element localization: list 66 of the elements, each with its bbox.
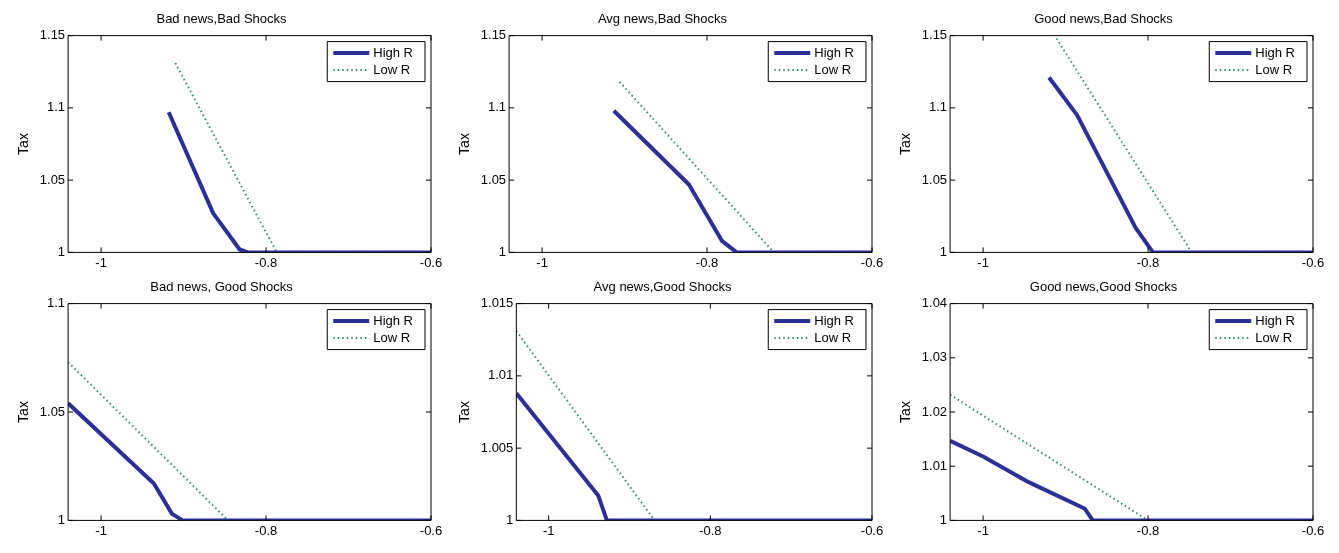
chart-title: Avg news,Good Shocks xyxy=(593,279,732,295)
x-tick-label: -0.6 xyxy=(419,254,443,270)
y-axis-title: Tax xyxy=(15,401,32,423)
x-tick-label: -1 xyxy=(977,254,989,270)
y-tick-label: 1 xyxy=(57,243,66,259)
legend-label: Low R xyxy=(814,61,852,77)
legend-label: Low R xyxy=(373,61,411,77)
y-tick-label: 1.01 xyxy=(488,367,514,383)
legend-label: Low R xyxy=(1255,329,1293,345)
x-tick-label: -0.8 xyxy=(695,254,719,270)
legend-label: Low R xyxy=(814,329,852,345)
legend-label: Low R xyxy=(373,329,411,345)
y-tick-label: 1 xyxy=(498,243,507,259)
x-tick-label: -0.6 xyxy=(1301,254,1325,270)
y-tick-label: 1.02 xyxy=(921,403,948,419)
y-tick-label: 1.04 xyxy=(921,295,948,311)
legend-label: High R xyxy=(814,312,855,328)
y-tick-label: 1.03 xyxy=(921,349,948,365)
x-tick-label: -0.8 xyxy=(1136,254,1160,270)
y-tick-label: 1.05 xyxy=(39,171,66,187)
y-tick-label: 1 xyxy=(939,243,948,259)
y-tick-label: 1 xyxy=(939,511,948,527)
x-tick-label: -1 xyxy=(95,254,107,270)
chart-title: Bad news, Good Shocks xyxy=(150,279,294,295)
x-tick-label: -0.6 xyxy=(860,254,884,270)
y-axis-title: Tax xyxy=(456,133,473,155)
y-tick-label: 1 xyxy=(57,511,66,527)
x-tick-label: -0.8 xyxy=(254,522,278,538)
y-tick-label: 1.01 xyxy=(921,457,948,473)
x-tick-label: -1 xyxy=(536,254,548,270)
legend-label: High R xyxy=(1255,312,1296,328)
y-tick-label: 1 xyxy=(506,511,514,527)
x-tick-label: -0.8 xyxy=(699,522,722,538)
x-tick-label: -0.6 xyxy=(860,522,884,538)
legend-label: High R xyxy=(1255,44,1296,60)
y-axis-title: Tax xyxy=(456,401,473,423)
y-axis-title: Tax xyxy=(897,133,914,155)
legend-label: High R xyxy=(373,44,414,60)
y-tick-label: 1.15 xyxy=(921,27,948,43)
y-tick-label: 1.015 xyxy=(480,295,514,311)
legend-label: High R xyxy=(373,312,414,328)
x-tick-label: -1 xyxy=(542,522,555,538)
y-tick-label: 1.05 xyxy=(39,403,66,419)
y-tick-label: 1.1 xyxy=(47,99,66,115)
chart-title: Good news,Bad Shocks xyxy=(1034,11,1174,27)
chart-title: Good news,Good Shocks xyxy=(1029,279,1178,295)
y-tick-label: 1.1 xyxy=(929,99,948,115)
y-axis-title: Tax xyxy=(897,401,914,423)
x-tick-label: -0.8 xyxy=(1136,522,1160,538)
y-tick-label: 1.1 xyxy=(488,99,507,115)
y-tick-label: 1.05 xyxy=(921,171,948,187)
x-tick-label: -0.6 xyxy=(1301,522,1325,538)
chart-title: Avg news,Bad Shocks xyxy=(597,11,728,27)
y-axis-title: Tax xyxy=(15,133,32,155)
x-tick-label: -1 xyxy=(977,522,989,538)
y-tick-label: 1.1 xyxy=(47,295,66,311)
x-tick-label: -0.6 xyxy=(419,522,443,538)
y-tick-label: 1.05 xyxy=(480,171,507,187)
y-tick-label: 1.005 xyxy=(480,439,514,455)
legend-label: High R xyxy=(814,44,855,60)
x-tick-label: -1 xyxy=(95,522,107,538)
chart-title: Bad news,Bad Shocks xyxy=(156,11,288,27)
legend-label: Low R xyxy=(1255,61,1293,77)
y-tick-label: 1.15 xyxy=(480,27,507,43)
x-tick-label: -0.8 xyxy=(254,254,278,270)
y-tick-label: 1.15 xyxy=(39,27,66,43)
